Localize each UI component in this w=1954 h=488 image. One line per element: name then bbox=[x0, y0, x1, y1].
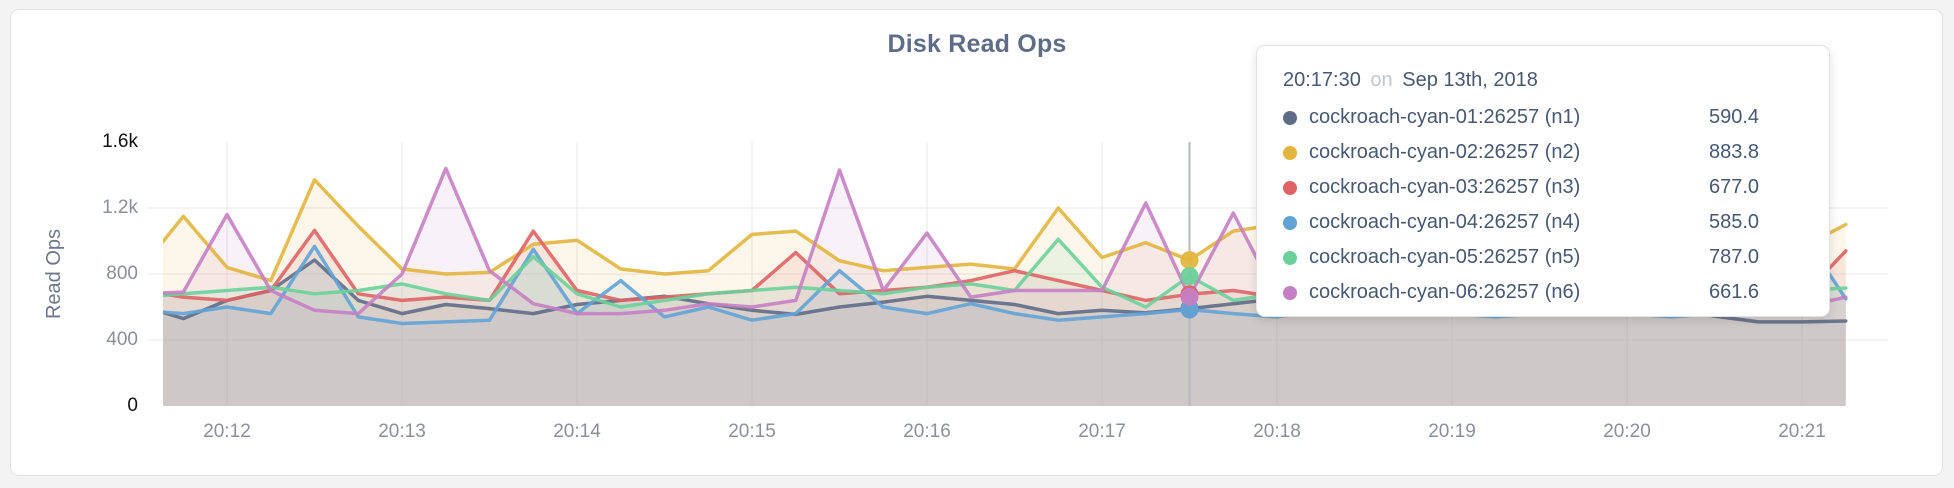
hover-layer bbox=[1180, 142, 1199, 406]
y-tick-label: 1.6k bbox=[102, 131, 138, 152]
y-tick-label: 800 bbox=[106, 263, 138, 284]
tooltip-row: cockroach-cyan-06:26257 (n6) 661.6 bbox=[1283, 275, 1803, 310]
tooltip-series-name: cockroach-cyan-01:26257 (n1) bbox=[1309, 106, 1581, 128]
series-area-n1 bbox=[163, 260, 1846, 406]
x-tick-label: 20:18 bbox=[1253, 421, 1301, 442]
tooltip-time: 20:17:30 bbox=[1283, 69, 1361, 91]
tooltip-series-name: cockroach-cyan-02:26257 (n2) bbox=[1309, 141, 1581, 163]
x-tick-label: 20:19 bbox=[1428, 421, 1476, 442]
tooltip-row: cockroach-cyan-03:26257 (n3) 677.0 bbox=[1283, 170, 1803, 205]
series-color-dot-n1 bbox=[1283, 110, 1297, 125]
tooltip-series-name: cockroach-cyan-04:26257 (n4) bbox=[1309, 211, 1581, 233]
y-axis-label: Read Ops bbox=[43, 228, 65, 320]
series-area-n6 bbox=[163, 168, 1846, 406]
tooltip-series-value: 590.4 bbox=[1709, 106, 1760, 128]
x-tick-label: 20:13 bbox=[378, 421, 426, 442]
y-tick-label: 0 bbox=[127, 395, 138, 416]
tooltip-series-name: cockroach-cyan-06:26257 (n6) bbox=[1309, 281, 1581, 303]
tooltip-row: cockroach-cyan-02:26257 (n2) 883.8 bbox=[1283, 135, 1803, 170]
hover-point-n2 bbox=[1180, 251, 1199, 270]
tooltip-row: cockroach-cyan-04:26257 (n4) 585.0 bbox=[1283, 205, 1803, 240]
tooltip-row: cockroach-cyan-05:26257 (n5) 787.0 bbox=[1283, 240, 1803, 275]
tooltip-series-name: cockroach-cyan-03:26257 (n3) bbox=[1309, 176, 1581, 198]
x-tick-label: 20:21 bbox=[1778, 421, 1826, 442]
series-color-dot-n2 bbox=[1283, 145, 1297, 160]
tooltip-series-value: 677.0 bbox=[1709, 176, 1760, 198]
tooltip-date: Sep 13th, 2018 bbox=[1402, 69, 1538, 91]
tooltip-row: cockroach-cyan-01:26257 (n1) 590.4 bbox=[1283, 100, 1803, 135]
hover-point-n6 bbox=[1180, 287, 1199, 306]
y-tick-label: 1.2k bbox=[102, 197, 138, 218]
series-area-n5 bbox=[163, 239, 1846, 406]
tooltip-series-name: cockroach-cyan-05:26257 (n5) bbox=[1309, 246, 1581, 268]
x-tick-label: 20:15 bbox=[728, 421, 776, 442]
x-tick-label: 20:16 bbox=[903, 421, 951, 442]
tooltip-series-value: 883.8 bbox=[1709, 141, 1760, 163]
x-tick-label: 20:12 bbox=[203, 421, 251, 442]
tooltip-rows: cockroach-cyan-01:26257 (n1) 590.4 cockroa… bbox=[1283, 100, 1803, 310]
series-areas bbox=[163, 168, 1846, 406]
series-color-dot-n3 bbox=[1283, 180, 1297, 195]
series-area-n4 bbox=[163, 232, 1846, 406]
x-tick-label: 20:14 bbox=[553, 421, 601, 442]
hover-tooltip: 20:17:30 on Sep 13th, 2018 cockroach-cya… bbox=[1256, 45, 1830, 317]
series-color-dot-n6 bbox=[1283, 285, 1297, 300]
tooltip-header: 20:17:30 on Sep 13th, 2018 bbox=[1283, 68, 1803, 92]
series-color-dot-n5 bbox=[1283, 250, 1297, 265]
series-area-n3 bbox=[163, 230, 1846, 406]
x-tick-label: 20:17 bbox=[1078, 421, 1126, 442]
series-color-dot-n4 bbox=[1283, 215, 1297, 230]
chart-title: Disk Read Ops bbox=[887, 30, 1067, 58]
tooltip-series-value: 585.0 bbox=[1709, 211, 1760, 233]
tooltip-series-value: 787.0 bbox=[1709, 246, 1760, 268]
tooltip-on-word: on bbox=[1370, 69, 1393, 91]
y-tick-label: 400 bbox=[106, 329, 138, 350]
hover-point-n5 bbox=[1180, 267, 1199, 286]
tooltip-series-value: 661.6 bbox=[1709, 281, 1760, 303]
x-tick-label: 20:20 bbox=[1603, 421, 1651, 442]
